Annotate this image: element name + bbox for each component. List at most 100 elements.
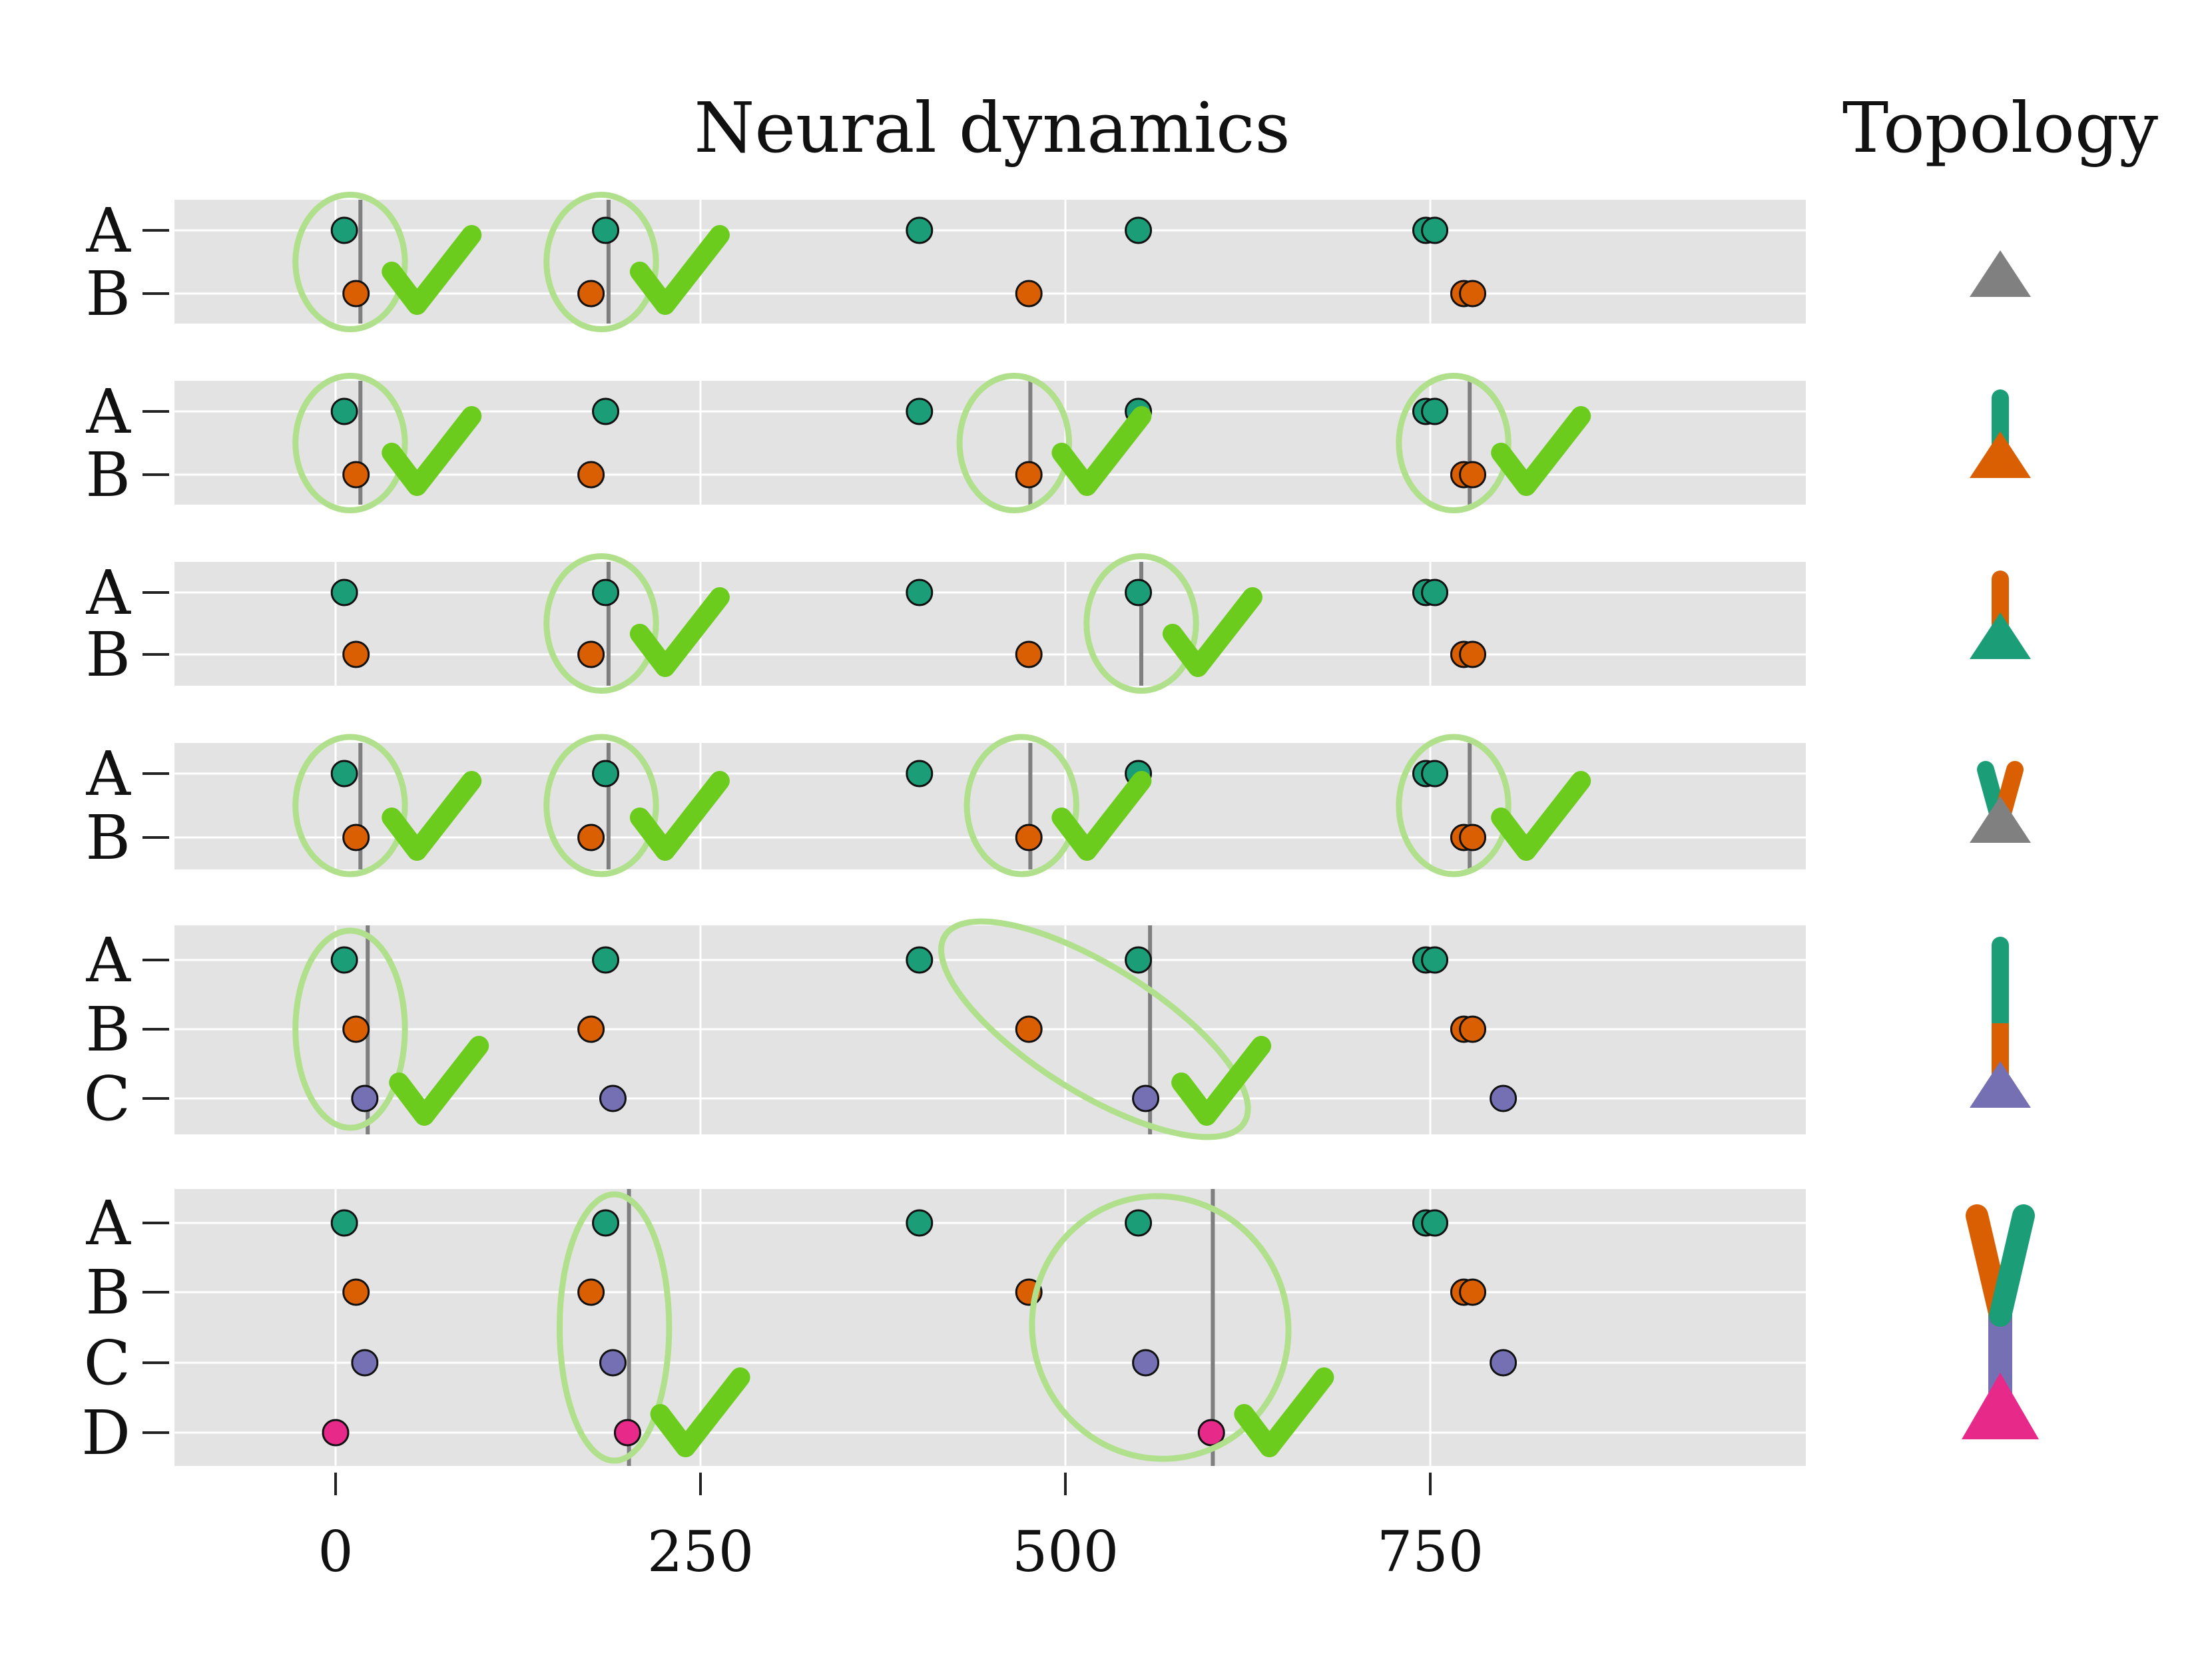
- spike-A: [1125, 1209, 1153, 1237]
- spike-B: [342, 1015, 370, 1043]
- check-icon: [629, 771, 730, 861]
- spike-C: [1490, 1084, 1518, 1112]
- spike-C: [1490, 1349, 1518, 1377]
- x-tick-label: 750: [1377, 1519, 1484, 1584]
- check-icon: [1491, 771, 1591, 861]
- topology-triangle: [1970, 431, 2031, 478]
- panel-2: AB: [85, 373, 1806, 513]
- spike-B: [342, 824, 370, 851]
- spike-B: [577, 640, 605, 668]
- spike-A: [1421, 216, 1449, 244]
- spike-C: [1132, 1084, 1160, 1112]
- x-axis: 0 250 500 750: [318, 1473, 1484, 1584]
- detection-ellipse: [543, 734, 659, 877]
- panel-1: AB: [85, 192, 1806, 332]
- check-icon: [1162, 587, 1262, 677]
- main-title: Neural dynamics: [694, 87, 1290, 168]
- check-icon: [382, 225, 482, 315]
- topology-layer: [1962, 250, 2039, 1439]
- row-label-C: C: [84, 1063, 131, 1134]
- spike-A: [1421, 397, 1449, 425]
- detection-ellipse: [292, 734, 408, 877]
- spike-B: [1459, 1278, 1487, 1306]
- row-label-B: B: [85, 1257, 131, 1328]
- panel-4: AB: [85, 734, 1806, 877]
- check-icon: [629, 587, 730, 677]
- check-icon: [382, 406, 482, 496]
- topology-triangle: [1970, 612, 2031, 659]
- spike-B: [342, 1278, 370, 1306]
- spike-B: [1459, 1015, 1487, 1043]
- x-tick-label: 500: [1012, 1519, 1119, 1584]
- check-icon: [382, 771, 482, 861]
- check-icon: [389, 1036, 489, 1126]
- spike-C: [1132, 1349, 1160, 1377]
- detection-ellipse: [1083, 553, 1199, 694]
- detection-ellipse: [1396, 373, 1512, 513]
- detection-ellipse: [1029, 1193, 1292, 1462]
- spike-B: [342, 461, 370, 489]
- topology-triangle: [1970, 796, 2031, 843]
- row-label-A: A: [86, 195, 132, 266]
- spike-A: [330, 397, 358, 425]
- topology-glyph-5: [1970, 937, 2031, 1108]
- spike-A: [906, 216, 934, 244]
- panel-background: [174, 1189, 1806, 1466]
- spike-C: [351, 1084, 379, 1112]
- spike-A: [330, 579, 358, 606]
- spike-A: [592, 579, 620, 606]
- topology-stem: [1989, 1204, 2035, 1327]
- spike-A: [906, 946, 934, 974]
- detection-ellipse: [543, 192, 659, 332]
- spike-A: [330, 1209, 358, 1237]
- spike-A: [330, 216, 358, 244]
- spike-C: [599, 1349, 627, 1377]
- detection-ellipse: [292, 373, 408, 513]
- x-tick-label: 250: [647, 1519, 754, 1584]
- detection-ellipse: [292, 192, 408, 332]
- check-icon: [1051, 771, 1152, 861]
- spike-A: [1125, 946, 1153, 974]
- spike-B: [1459, 461, 1487, 489]
- detection-ellipse: [292, 927, 408, 1131]
- check-icon: [629, 225, 730, 315]
- spike-A: [592, 946, 620, 974]
- spike-A: [1421, 760, 1449, 788]
- topology-glyph-6: [1962, 1204, 2039, 1439]
- detection-ellipse: [1396, 734, 1512, 877]
- x-tick-label: 0: [318, 1519, 353, 1584]
- spike-A: [906, 397, 934, 425]
- spike-A: [592, 397, 620, 425]
- topology-glyph-1: [1970, 250, 2031, 297]
- topology-triangle: [1970, 1061, 2031, 1108]
- panel-background: [174, 562, 1806, 686]
- detection-ellipse: [964, 734, 1079, 877]
- spike-B: [342, 640, 370, 668]
- panel-3: AB: [85, 553, 1806, 694]
- spike-B: [577, 1278, 605, 1306]
- topology-glyph-3: [1970, 571, 2031, 659]
- row-label-B: B: [85, 619, 131, 690]
- spike-A: [1421, 579, 1449, 606]
- spike-B: [577, 824, 605, 851]
- spike-C: [599, 1084, 627, 1112]
- detection-ellipse: [938, 918, 1251, 1140]
- panel-5: ABC: [84, 918, 1806, 1140]
- topology-glyph-4: [1970, 761, 2031, 843]
- spike-B: [577, 461, 605, 489]
- spike-A: [330, 760, 358, 788]
- row-label-B: B: [85, 802, 131, 873]
- spike-B: [1015, 1015, 1043, 1043]
- check-icon: [650, 1367, 750, 1457]
- spike-B: [577, 1015, 605, 1043]
- spike-B: [1015, 461, 1043, 489]
- topology-glyph-2: [1970, 389, 2031, 478]
- spike-D: [1197, 1419, 1225, 1447]
- row-label-C: C: [84, 1327, 131, 1399]
- spike-B: [1459, 640, 1487, 668]
- spike-D: [613, 1419, 641, 1447]
- topology-triangle: [1962, 1373, 2039, 1439]
- row-label-D: D: [81, 1397, 131, 1469]
- spike-B: [1015, 824, 1043, 851]
